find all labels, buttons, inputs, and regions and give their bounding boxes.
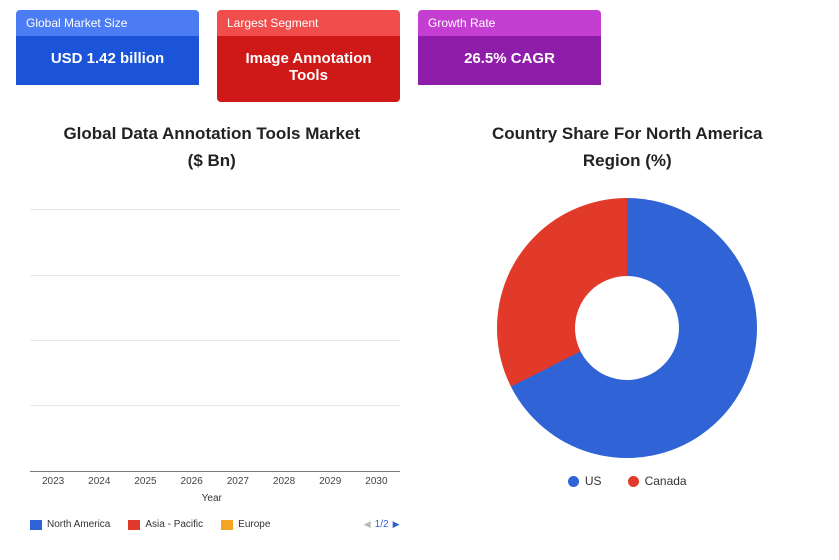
xlabel: 2030 (365, 476, 387, 487)
xlabel: 2029 (319, 476, 341, 487)
donut-chart-wrap: US Canada (432, 198, 824, 488)
donut-legend-item: Canada (628, 474, 687, 488)
legend-label: Canada (645, 474, 687, 488)
stat-card-value: Image Annotation Tools (217, 36, 400, 102)
legend-dot (568, 476, 579, 487)
donut-chart-title: Country Share For North America Region (… (432, 120, 824, 174)
stat-card-label: Global Market Size (16, 10, 199, 36)
stat-card-label: Growth Rate (418, 10, 601, 36)
bar-chart-plot (30, 210, 400, 472)
xlabel: 2028 (273, 476, 295, 487)
legend-label: North America (47, 519, 110, 530)
legend-item: North America (30, 519, 110, 530)
xlabel: 2024 (88, 476, 110, 487)
bar-chart-title: Global Data Annotation Tools Market ($ B… (16, 120, 408, 174)
legend-pager: ◀ 1/2 ▶ (364, 519, 400, 530)
pager-prev-icon: ◀ (364, 519, 371, 530)
title-line1: Global Data Annotation Tools Market (63, 124, 360, 143)
stat-card-market-size: Global Market Size USD 1.42 billion (16, 10, 199, 102)
bar-chart-legend: North America Asia - Pacific Europe ◀ 1/2 ▶ (30, 519, 400, 530)
donut-chart (497, 198, 757, 458)
title-line2: Region (%) (432, 147, 824, 174)
stat-card-growth-rate: Growth Rate 26.5% CAGR (418, 10, 601, 102)
xlabel: 2023 (42, 476, 64, 487)
xlabel: 2027 (227, 476, 249, 487)
stat-card-value: 26.5% CAGR (418, 36, 601, 85)
legend-swatch (221, 520, 233, 530)
stat-cards-row: Global Market Size USD 1.42 billion Larg… (16, 10, 823, 102)
legend-label: US (585, 474, 602, 488)
legend-swatch (30, 520, 42, 530)
donut-hole (575, 276, 679, 380)
donut-chart-legend: US Canada (568, 474, 687, 488)
legend-item: Europe (221, 519, 270, 530)
charts-row: Global Data Annotation Tools Market ($ B… (16, 120, 823, 530)
stat-card-largest-segment: Largest Segment Image Annotation Tools (217, 10, 400, 102)
donut-legend-item: US (568, 474, 602, 488)
bar-chart-area: 2023 2024 2025 2026 2027 2028 2029 2030 Year No… (16, 210, 408, 530)
title-line1: Country Share For North America (492, 124, 762, 143)
pager-text: 1/2 (375, 519, 389, 530)
stat-card-label: Largest Segment (217, 10, 400, 36)
legend-label: Europe (238, 519, 270, 530)
legend-dot (628, 476, 639, 487)
bar-chart-xlabels: 2023 2024 2025 2026 2027 2028 2029 2030 (30, 476, 400, 490)
donut-chart-panel: Country Share For North America Region (… (432, 120, 824, 530)
legend-swatch (128, 520, 140, 530)
legend-item: Asia - Pacific (128, 519, 203, 530)
stat-card-value: USD 1.42 billion (16, 36, 199, 85)
xlabel: 2025 (134, 476, 156, 487)
xlabel: 2026 (181, 476, 203, 487)
pager-next-icon[interactable]: ▶ (393, 519, 400, 530)
bar-chart-panel: Global Data Annotation Tools Market ($ B… (16, 120, 408, 530)
title-line2: ($ Bn) (16, 147, 408, 174)
bar-chart-xaxis-title: Year (16, 493, 408, 504)
legend-label: Asia - Pacific (145, 519, 203, 530)
